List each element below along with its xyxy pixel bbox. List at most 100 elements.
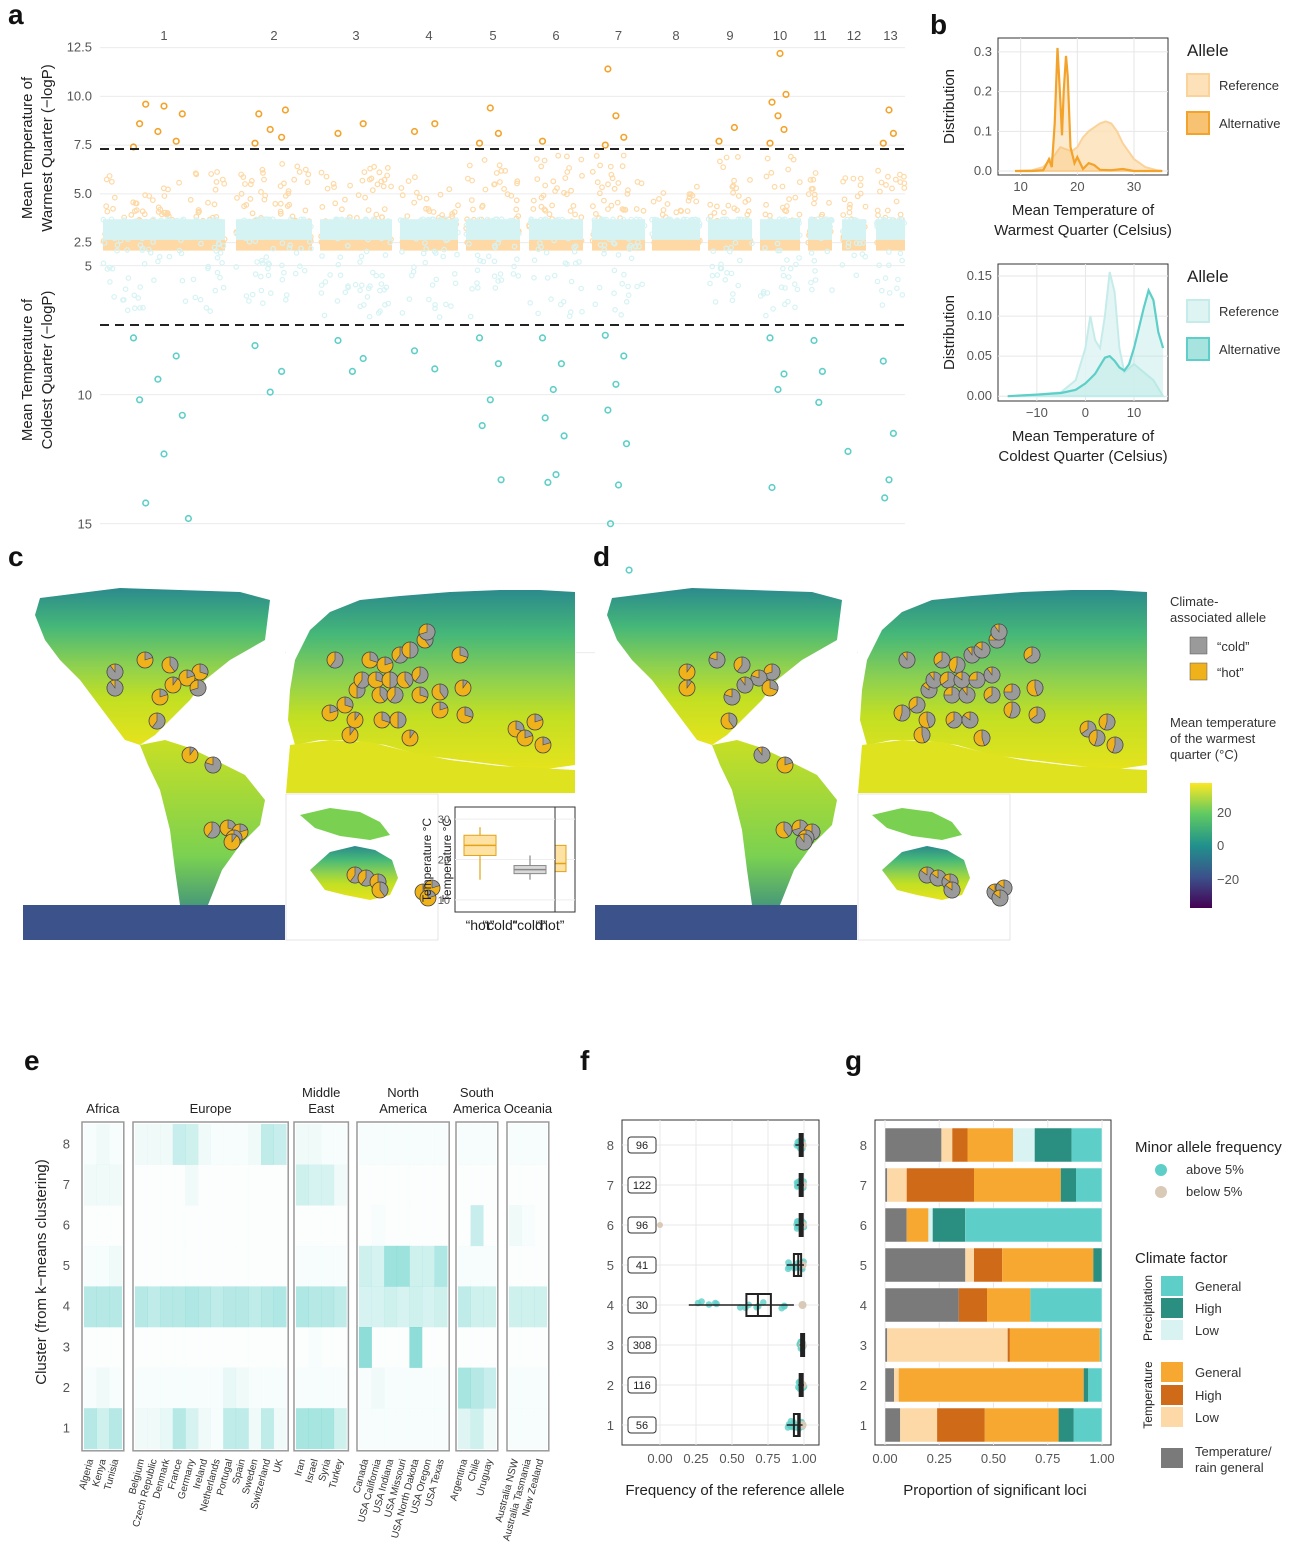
- density-ytick: 0.0: [974, 163, 992, 178]
- warm-significant-point: [879, 139, 887, 147]
- cold-point: [197, 296, 204, 303]
- heatmap-cell: [274, 1165, 287, 1206]
- cold-point: [812, 268, 818, 274]
- region-name-1: Middle: [302, 1085, 340, 1100]
- heatmap-cell: [160, 1124, 174, 1165]
- site-pie-cold: [329, 704, 338, 714]
- heatmap-cell: [372, 1327, 385, 1368]
- heatmap-cell: [273, 1408, 287, 1450]
- cold-point: [107, 279, 113, 285]
- cold-point: [397, 217, 404, 223]
- stacked-ytick: 2: [860, 1378, 867, 1393]
- warm-significant-point: [160, 102, 168, 110]
- heatmap-cell: [371, 1286, 385, 1328]
- stacked-segment: [1060, 1168, 1076, 1202]
- cold-point: [535, 246, 542, 253]
- cold-significant-point: [606, 520, 615, 528]
- warm-point: [723, 154, 730, 161]
- stacked-xtick: 0.00: [872, 1451, 897, 1466]
- cold-point: [306, 238, 313, 245]
- heatmap-cell: [96, 1124, 110, 1165]
- heatmap-cell: [84, 1367, 97, 1409]
- heatmap-cell: [248, 1286, 262, 1328]
- cold-point: [442, 216, 449, 223]
- cold-point: [542, 216, 549, 223]
- temperature-colorbar: [1190, 783, 1212, 908]
- region-name-1: South: [460, 1085, 494, 1100]
- cold-point: [551, 272, 558, 279]
- site-pie-cold: [954, 656, 966, 674]
- warm-point: [514, 180, 520, 187]
- warm-point: [243, 201, 250, 208]
- cold-point: [793, 261, 799, 268]
- cold-point: [352, 281, 359, 288]
- warm-point: [103, 176, 110, 183]
- heatmap-cell: [483, 1205, 496, 1246]
- cold-point: [730, 227, 737, 233]
- cold-point: [845, 243, 852, 250]
- cold-point: [785, 274, 792, 280]
- map-legend: Climate- associated allele “cold” “hot” …: [1170, 594, 1276, 908]
- warm-point: [846, 209, 853, 216]
- cold-point: [150, 233, 156, 240]
- heatmap-cell: [458, 1327, 471, 1368]
- colorbar-tick-0: 0: [1217, 838, 1224, 853]
- cold-point: [194, 217, 201, 224]
- cold-significant-point: [879, 357, 887, 365]
- warm-point: [258, 188, 264, 195]
- cold-point: [107, 264, 113, 271]
- site-pie-cold: [943, 881, 961, 899]
- heatmap-cell: [471, 1327, 484, 1368]
- heatmap-cell: [359, 1367, 372, 1409]
- warm-point: [721, 209, 727, 216]
- cold-point: [477, 257, 483, 264]
- cold-point: [499, 231, 505, 237]
- warm-point: [805, 239, 812, 246]
- cold-point: [251, 221, 257, 227]
- chromosome-labels: 1 2 3 4 5 6 7 8 9 10 11 12 13: [160, 28, 897, 43]
- heatmap-cell: [371, 1245, 385, 1287]
- cold-point: [108, 216, 115, 223]
- warm-point: [530, 197, 537, 204]
- cold-point: [654, 217, 661, 223]
- warm-point: [368, 175, 375, 182]
- cold-point: [876, 262, 883, 269]
- heatmap-cell: [483, 1408, 497, 1450]
- chromosome-label: 4: [425, 28, 432, 43]
- cold-point: [571, 244, 577, 251]
- heatmap-cell: [521, 1205, 535, 1247]
- cold-point: [578, 285, 585, 292]
- warm-point: [694, 183, 700, 190]
- cold-point: [217, 274, 223, 281]
- heatmap-cell: [172, 1367, 186, 1409]
- cold-point: [275, 229, 282, 236]
- count-label-box: [627, 1416, 657, 1434]
- colorbar-title-3: quarter (°C): [1170, 747, 1238, 762]
- stacked-segment: [885, 1368, 895, 1402]
- cold-point: [491, 273, 498, 280]
- cold-point: [761, 219, 768, 226]
- inset-category-label: “cold”: [482, 917, 517, 933]
- warm-point: [892, 176, 899, 183]
- legend-hot-label: “hot”: [1217, 665, 1244, 680]
- cold-point: [717, 265, 724, 272]
- heatmap-cell: [534, 1246, 547, 1287]
- heatmap-cell: [321, 1205, 334, 1246]
- warm-tick-label: 12.5: [67, 40, 92, 55]
- site-pie-cold: [199, 663, 209, 675]
- cold-point: [859, 251, 866, 257]
- cold-point: [427, 227, 434, 233]
- warm-point: [418, 239, 425, 246]
- cold-point: [710, 248, 717, 255]
- cold-point: [246, 218, 253, 225]
- cold-point: [359, 233, 366, 239]
- warm-point: [405, 178, 412, 185]
- heatmap-cell: [223, 1367, 237, 1409]
- cold-significant-point: [359, 354, 367, 363]
- heatmap-cell: [483, 1124, 497, 1165]
- heatmap-cell: [458, 1245, 471, 1287]
- cold-point: [558, 223, 565, 230]
- warm-point: [619, 163, 626, 170]
- warm-tick-label: 7.5: [74, 137, 92, 152]
